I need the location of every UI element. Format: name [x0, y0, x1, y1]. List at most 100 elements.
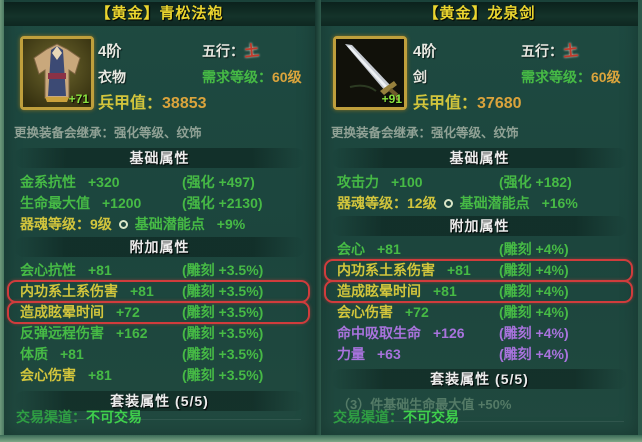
affix-engrave: (雕刻 +4%)	[499, 304, 569, 320]
required-level: 需求等级：60级	[521, 69, 621, 85]
affix-row-highlighted: 造成眩晕时间 +81 (雕刻 +4%)	[321, 280, 638, 303]
stat-enhance: (强化 +497)	[182, 174, 255, 190]
affix-row: 会心 +81 (雕刻 +4%)	[321, 239, 638, 260]
affix-engrave: (雕刻 +4%)	[499, 346, 569, 362]
affix-row: 会心抗性 +81 (雕刻 +3.5%)	[4, 260, 315, 281]
soul-level-label: 器魂等级：9级	[20, 216, 112, 232]
section-header-base: 基础属性	[331, 148, 628, 168]
stat-row: 金系抗性 +320 (强化 +497)	[4, 172, 315, 193]
affix-label: 反弹远程伤害	[20, 325, 104, 341]
affix-label: 造成眩晕时间	[20, 304, 104, 320]
stats-list: 攻击力 +100 (强化 +182) 器魂等级：12级 基础潜能点 +16% 附加属性 …	[321, 172, 638, 422]
affix-row: 反弹远程伤害 +162 (雕刻 +3.5%)	[4, 323, 315, 344]
item-title: 【黄金】龙泉剑	[321, 2, 638, 26]
item-title: 【黄金】青松法袍	[4, 2, 315, 26]
affix-label: 内功系土系伤害	[20, 283, 118, 299]
sword-item-icon[interactable]: +91	[333, 36, 407, 110]
element-label: 五行：土	[521, 40, 579, 61]
affix-value: +63	[377, 346, 401, 362]
required-level: 需求等级：60级	[202, 69, 302, 85]
affix-value: +72	[116, 304, 140, 320]
affix-engrave: (雕刻 +3.5%)	[182, 346, 264, 362]
stat-value: +100	[391, 174, 423, 190]
section-header-bonus: 附加属性	[331, 216, 628, 236]
element-earth-glyph: 土	[562, 42, 579, 61]
affix-label: 会心抗性	[20, 262, 76, 278]
stat-value: +1200	[102, 195, 142, 211]
divider	[18, 419, 301, 420]
section-header-bonus: 附加属性	[14, 237, 305, 257]
affix-label: 会心伤害	[20, 367, 76, 383]
divider	[335, 421, 624, 422]
stat-label: 金系抗性	[20, 174, 76, 190]
affix-value: +126	[433, 325, 465, 341]
stat-enhance: (强化 +2130)	[182, 195, 263, 211]
robe-item-icon[interactable]: +71	[20, 36, 94, 110]
affix-row: 命中吸取生命 +126 (雕刻 +4%)	[321, 323, 638, 344]
affix-value: +81	[433, 283, 457, 299]
potential-label: 基础潜能点	[459, 195, 530, 211]
affix-engrave: (雕刻 +3.5%)	[182, 367, 264, 383]
affix-label: 内功系土系伤害	[337, 262, 435, 278]
affix-engrave: (雕刻 +3.5%)	[182, 262, 264, 278]
affix-engrave: (雕刻 +4%)	[499, 325, 569, 341]
affix-value: +81	[88, 367, 112, 383]
affix-value: +162	[116, 325, 148, 341]
soul-orb-icon	[443, 198, 453, 208]
affix-engrave: (雕刻 +4%)	[499, 262, 569, 278]
stat-row: 生命最大值 +1200 (强化 +2130)	[4, 193, 315, 214]
affix-label: 体质	[20, 346, 48, 362]
affix-value: +81	[447, 262, 471, 278]
item-tooltip-robe: 【黄金】青松法袍 +71 4阶 五行：土 衣物 需求等级：60级 兵甲值：388…	[4, 0, 315, 436]
trade-label: 交易渠道：	[333, 409, 403, 425]
stat-label: 生命最大值	[20, 195, 90, 211]
affix-row-highlighted: 造成眩晕时间 +72 (雕刻 +3.5%)	[4, 301, 315, 324]
inherit-note: 更换装备会继承：强化等级、纹饰	[14, 126, 202, 140]
affix-row-highlighted: 内功系土系伤害 +81 (雕刻 +4%)	[321, 259, 638, 282]
item-slot: 剑	[413, 69, 427, 85]
soul-level-row: 器魂等级：9级 基础潜能点 +9%	[4, 214, 315, 235]
stats-list: 金系抗性 +320 (强化 +497) 生命最大值 +1200 (强化 +2130) 器…	[4, 172, 315, 420]
affix-value: +72	[405, 304, 429, 320]
stat-enhance: (强化 +182)	[499, 174, 572, 190]
affix-value: +81	[88, 262, 112, 278]
affix-label: 会心	[337, 241, 365, 257]
affix-engrave: (雕刻 +3.5%)	[182, 325, 264, 341]
potential-label: 基础潜能点	[134, 216, 205, 232]
affix-label: 会心伤害	[337, 304, 393, 320]
enhance-level-badge: +71	[68, 92, 89, 106]
affix-label: 命中吸取生命	[337, 325, 421, 341]
section-header-base: 基础属性	[14, 148, 305, 168]
trade-value: 不可交易	[86, 409, 142, 425]
soul-level-label: 器魂等级：12级	[337, 195, 437, 211]
panel-seam	[315, 0, 321, 436]
affix-row-highlighted: 内功系土系伤害 +81 (雕刻 +3.5%)	[4, 280, 315, 303]
soul-orb-icon	[118, 219, 128, 229]
affix-value: +81	[130, 283, 154, 299]
robe-icon	[23, 39, 91, 107]
enhance-level-badge: +91	[381, 92, 402, 106]
trade-value: 不可交易	[403, 409, 459, 425]
section-header-set: 套装属性 (5/5)	[14, 391, 305, 411]
element-earth-glyph: 土	[243, 42, 260, 61]
item-tooltip-sword: 【黄金】龙泉剑 +91 4阶 五行：土 剑 需求等级：60级 兵甲值：37680…	[321, 0, 638, 436]
affix-label: 力量	[337, 346, 365, 362]
section-header-set: 套装属性 (5/5)	[331, 369, 628, 389]
item-slot: 衣物	[98, 69, 126, 85]
affix-row: 力量 +63 (雕刻 +4%)	[321, 344, 638, 365]
trade-channel: 交易渠道：不可交易	[333, 407, 459, 427]
stat-label: 攻击力	[337, 174, 379, 190]
affix-row: 体质 +81 (雕刻 +3.5%)	[4, 344, 315, 365]
trade-label: 交易渠道：	[16, 409, 86, 425]
item-tier: 4阶	[413, 43, 437, 60]
sword-icon	[336, 39, 404, 107]
soul-level-row: 器魂等级：12级 基础潜能点 +16%	[321, 193, 638, 214]
element-label: 五行：土	[202, 40, 260, 61]
armor-value: 兵甲值：37680	[413, 95, 522, 112]
affix-value: +81	[377, 241, 401, 257]
item-tier: 4阶	[98, 43, 122, 60]
stat-value: +320	[88, 174, 120, 190]
affix-engrave: (雕刻 +3.5%)	[182, 283, 264, 299]
potential-value: +16%	[541, 195, 578, 211]
affix-engrave: (雕刻 +3.5%)	[182, 304, 264, 320]
